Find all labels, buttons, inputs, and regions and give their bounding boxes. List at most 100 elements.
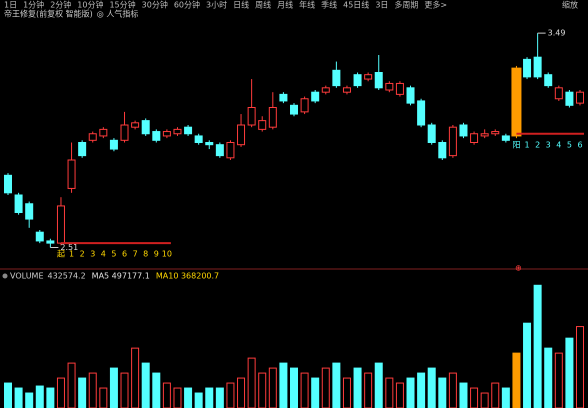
candle-body — [417, 100, 426, 126]
volume-bar — [67, 362, 76, 408]
toolbar-button[interactable]: 10分钟 — [77, 0, 103, 10]
volume-bar — [194, 392, 203, 408]
candle-body — [290, 104, 298, 115]
volume-bar — [88, 372, 97, 408]
volume-bar — [427, 367, 436, 408]
toolbar-button[interactable]: 45日线 — [343, 0, 369, 10]
candle-body — [247, 107, 256, 126]
candle-body — [99, 128, 108, 137]
toolbar-button[interactable]: 3日 — [375, 1, 388, 10]
volume-bar — [374, 362, 383, 408]
candle-body — [268, 107, 277, 128]
candle-body — [544, 74, 553, 87]
candle-body — [258, 120, 267, 130]
toolbar-button[interactable]: 30分钟 — [142, 0, 168, 10]
candle-body — [470, 133, 479, 143]
volume-bar — [4, 382, 12, 408]
toolbar-button[interactable]: 更多> — [424, 0, 447, 10]
chart-title: 帝王修复(前复权 智能版) — [4, 9, 93, 19]
toolbar-button[interactable]: 缩放 — [562, 0, 578, 10]
candle-body — [364, 74, 373, 80]
volume-bar — [533, 284, 542, 408]
volume-bar — [99, 387, 108, 408]
volume-bar — [385, 377, 394, 408]
volume-bar — [184, 387, 193, 408]
candle-body — [184, 126, 193, 135]
candle-body — [523, 58, 532, 78]
candle-body — [300, 98, 309, 113]
candle-body — [141, 120, 150, 135]
candle-body — [14, 194, 23, 213]
count-label: 6 — [577, 140, 582, 149]
count-label: 4 — [556, 140, 561, 149]
candle-body — [554, 87, 563, 100]
candle-body — [237, 124, 246, 146]
candle-body — [279, 93, 288, 102]
toolbar-button[interactable]: 60分钟 — [174, 0, 200, 10]
candle-body — [4, 174, 12, 194]
candle-body — [120, 124, 129, 141]
toolbar-button[interactable]: 3小时 — [206, 0, 227, 10]
candle-body — [395, 82, 404, 95]
toolbar-button[interactable]: 15分钟 — [109, 0, 135, 10]
toolbar: 1日 1分钟 2分钟 10分钟 15分钟 30分钟 60分钟 3小时 日线 周线 月线 年线 季线 45日… — [4, 0, 447, 10]
volume-bar — [523, 322, 532, 408]
candle-body — [385, 82, 394, 91]
count-label: 5 — [567, 140, 572, 149]
count-label: 3 — [90, 250, 95, 259]
indicator-dot — [2, 273, 8, 279]
candle-body — [226, 142, 235, 159]
toolbar-button[interactable]: 多周期 — [394, 0, 418, 10]
candle-body — [131, 122, 140, 128]
count-label: 7 — [133, 250, 138, 259]
volume-bar — [311, 377, 320, 408]
candle-body — [511, 67, 522, 137]
volume-bar — [173, 387, 182, 408]
candle-body — [152, 131, 161, 141]
candle-body — [109, 139, 118, 150]
volume-bar — [544, 347, 553, 408]
volume-bar — [258, 372, 267, 408]
toolbar-button[interactable]: 1日 — [4, 1, 17, 10]
annotation-label: 3.49 — [548, 29, 566, 38]
volume-bar — [512, 352, 521, 408]
chart-subtitle: ◎ 人气指标 — [97, 9, 139, 19]
candle-body — [332, 69, 341, 87]
toolbar-button[interactable]: 年线 — [299, 0, 315, 10]
volume-bar — [279, 362, 288, 408]
volume-bar — [364, 372, 373, 408]
volume-bar — [120, 372, 129, 408]
ma-label: MA10 368200.7 — [156, 272, 219, 281]
count-label: 10 — [162, 250, 172, 259]
toolbar-button[interactable]: 周线 — [255, 0, 271, 10]
volume-bar — [565, 337, 574, 408]
volume-bar — [406, 377, 415, 408]
volume-bar — [353, 367, 362, 408]
volume-bar — [237, 377, 246, 408]
volume-bar — [459, 382, 468, 408]
volume-bar — [395, 382, 404, 408]
volume-bar — [46, 387, 55, 408]
volume-bar — [247, 357, 256, 408]
volume-bar — [480, 392, 489, 408]
ma-label: MA5 497177.1 — [92, 272, 150, 281]
candle-body — [565, 91, 574, 106]
volume-bar — [300, 372, 309, 408]
volume-bar — [491, 382, 500, 408]
volume-bar — [448, 372, 457, 408]
count-label: 起 — [57, 250, 65, 259]
count-label: 9 — [154, 250, 159, 259]
toolbar-button[interactable]: 1分钟 — [23, 0, 44, 10]
toolbar-button[interactable]: 日线 — [233, 0, 249, 10]
toolbar-button[interactable]: 季线 — [321, 0, 337, 10]
volume-bar — [501, 387, 510, 408]
toolbar-button[interactable]: 月线 — [277, 0, 293, 10]
volume-bar — [290, 367, 298, 408]
count-label: 8 — [143, 250, 148, 259]
volume-bar — [576, 326, 584, 408]
volume-bar — [268, 367, 277, 408]
toolbar-button[interactable]: 2分钟 — [50, 0, 71, 10]
candle-body — [35, 231, 44, 242]
count-label: 1 — [69, 250, 74, 259]
